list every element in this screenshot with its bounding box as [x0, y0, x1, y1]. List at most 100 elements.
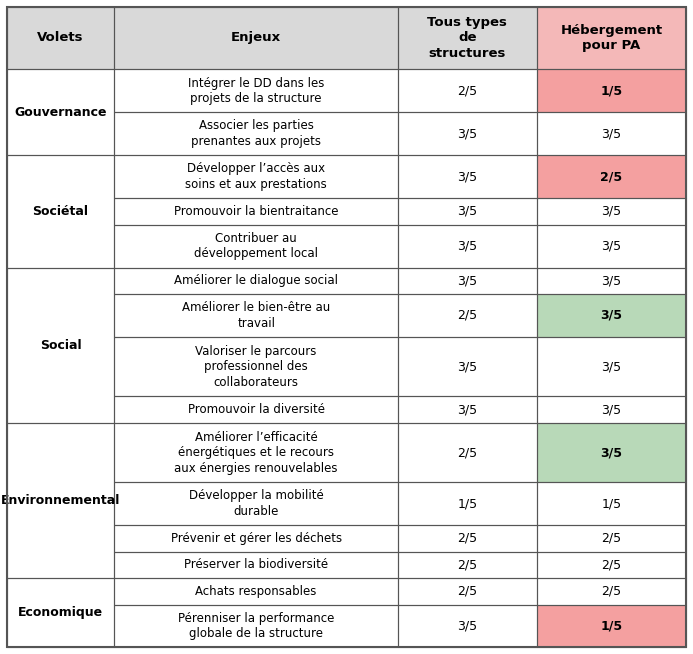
- Text: 3/5: 3/5: [600, 446, 622, 459]
- Text: 3/5: 3/5: [457, 360, 477, 373]
- Bar: [398, 112, 536, 155]
- Text: Valoriser le parcours
professionnel des
collaborateurs: Valoriser le parcours professionnel des …: [195, 345, 317, 388]
- Bar: [536, 267, 686, 294]
- Bar: [7, 7, 114, 69]
- Bar: [398, 578, 536, 604]
- Text: Améliorer l’efficacité
énergétiques et le recours
aux énergies renouvelables: Améliorer l’efficacité énergétiques et l…: [175, 430, 338, 475]
- Bar: [7, 578, 114, 647]
- Bar: [398, 155, 536, 198]
- Bar: [398, 552, 536, 578]
- Bar: [536, 155, 686, 198]
- Text: Promouvoir la diversité: Promouvoir la diversité: [188, 403, 325, 416]
- Text: 3/5: 3/5: [457, 239, 477, 252]
- Bar: [398, 198, 536, 224]
- Text: 3/5: 3/5: [602, 274, 622, 287]
- Bar: [536, 525, 686, 552]
- Bar: [536, 69, 686, 112]
- Bar: [114, 604, 398, 647]
- Text: Associer les parties
prenantes aux projets: Associer les parties prenantes aux proje…: [191, 120, 321, 148]
- Bar: [536, 552, 686, 578]
- Text: Volets: Volets: [37, 31, 84, 44]
- Bar: [114, 422, 398, 482]
- Bar: [536, 337, 686, 396]
- Bar: [114, 482, 398, 525]
- Text: 2/5: 2/5: [457, 532, 477, 545]
- Text: 3/5: 3/5: [602, 239, 622, 252]
- Bar: [114, 224, 398, 267]
- Bar: [398, 294, 536, 337]
- Text: 2/5: 2/5: [457, 559, 477, 572]
- Bar: [398, 422, 536, 482]
- Text: Promouvoir la bientraitance: Promouvoir la bientraitance: [174, 205, 338, 218]
- Text: 2/5: 2/5: [457, 309, 477, 322]
- Bar: [114, 337, 398, 396]
- Bar: [398, 69, 536, 112]
- Text: Développer la mobilité
durable: Développer la mobilité durable: [188, 489, 324, 518]
- Text: 1/5: 1/5: [602, 497, 622, 510]
- Text: 3/5: 3/5: [600, 309, 622, 322]
- Text: Améliorer le bien-être au
travail: Améliorer le bien-être au travail: [182, 301, 331, 330]
- Text: 3/5: 3/5: [457, 274, 477, 287]
- Bar: [398, 267, 536, 294]
- Text: 3/5: 3/5: [602, 205, 622, 218]
- Text: 2/5: 2/5: [602, 559, 622, 572]
- Bar: [398, 525, 536, 552]
- Bar: [7, 155, 114, 267]
- Text: Gouvernance: Gouvernance: [15, 106, 107, 119]
- Bar: [536, 294, 686, 337]
- Text: 3/5: 3/5: [457, 205, 477, 218]
- Text: Prévenir et gérer les déchets: Prévenir et gérer les déchets: [170, 532, 342, 545]
- Text: Contribuer au
développement local: Contribuer au développement local: [194, 232, 318, 260]
- Bar: [536, 7, 686, 69]
- Bar: [114, 69, 398, 112]
- Text: Améliorer le dialogue social: Améliorer le dialogue social: [174, 274, 338, 287]
- Text: 3/5: 3/5: [457, 128, 477, 140]
- Text: 1/5: 1/5: [600, 84, 622, 97]
- Bar: [536, 198, 686, 224]
- Bar: [114, 7, 398, 69]
- Bar: [536, 294, 686, 337]
- Text: 2/5: 2/5: [602, 585, 622, 598]
- Text: 3/5: 3/5: [602, 360, 622, 373]
- Bar: [114, 267, 398, 294]
- Text: Economique: Economique: [18, 606, 103, 619]
- Text: Environnemental: Environnemental: [1, 494, 121, 507]
- Bar: [114, 198, 398, 224]
- Bar: [398, 482, 536, 525]
- Bar: [536, 422, 686, 482]
- Text: 2/5: 2/5: [457, 585, 477, 598]
- Bar: [536, 482, 686, 525]
- Bar: [398, 7, 536, 69]
- Bar: [114, 396, 398, 422]
- Bar: [398, 396, 536, 422]
- Bar: [398, 7, 536, 69]
- Bar: [536, 578, 686, 604]
- Bar: [7, 267, 114, 422]
- Text: Développer l’accès aux
soins et aux prestations: Développer l’accès aux soins et aux pres…: [185, 162, 327, 191]
- Text: Sociétal: Sociétal: [33, 205, 89, 218]
- Bar: [536, 604, 686, 647]
- Bar: [536, 7, 686, 69]
- Text: Intégrer le DD dans les
projets de la structure: Intégrer le DD dans les projets de la st…: [188, 77, 324, 105]
- Text: 2/5: 2/5: [457, 84, 477, 97]
- Text: 2/5: 2/5: [457, 446, 477, 459]
- Bar: [536, 604, 686, 647]
- Bar: [7, 422, 114, 578]
- Bar: [114, 552, 398, 578]
- Bar: [7, 7, 114, 69]
- Bar: [114, 294, 398, 337]
- Text: 3/5: 3/5: [457, 170, 477, 183]
- Bar: [536, 69, 686, 112]
- Text: Tous types
de
structures: Tous types de structures: [428, 16, 507, 60]
- Bar: [114, 525, 398, 552]
- Text: 1/5: 1/5: [600, 619, 622, 632]
- Text: 1/5: 1/5: [457, 497, 477, 510]
- Bar: [398, 224, 536, 267]
- Text: Hébergement
pour PA: Hébergement pour PA: [561, 24, 663, 52]
- Bar: [114, 578, 398, 604]
- Bar: [536, 112, 686, 155]
- Text: Achats responsables: Achats responsables: [195, 585, 317, 598]
- Text: 3/5: 3/5: [457, 619, 477, 632]
- Text: 2/5: 2/5: [600, 170, 622, 183]
- Text: 3/5: 3/5: [602, 128, 622, 140]
